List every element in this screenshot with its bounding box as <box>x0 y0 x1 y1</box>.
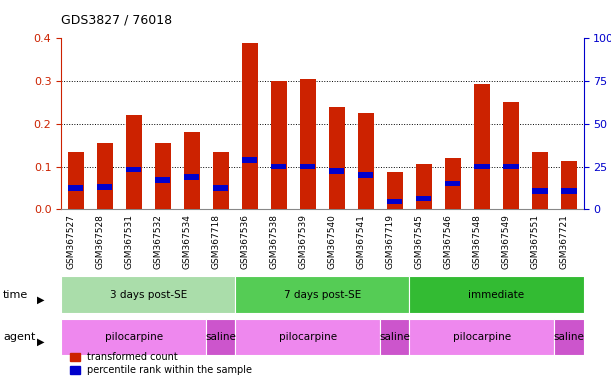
Bar <box>184 174 199 180</box>
Text: pilocarpine: pilocarpine <box>453 332 511 342</box>
Bar <box>532 188 547 194</box>
Text: GSM367546: GSM367546 <box>444 214 453 269</box>
Bar <box>213 185 229 191</box>
Text: GSM367528: GSM367528 <box>96 214 104 269</box>
Bar <box>358 172 373 178</box>
Bar <box>155 143 170 209</box>
Text: GSM367718: GSM367718 <box>212 214 221 269</box>
Bar <box>97 184 112 190</box>
Text: GSM367538: GSM367538 <box>270 214 279 269</box>
Text: GSM367540: GSM367540 <box>328 214 337 269</box>
Legend: transformed count, percentile rank within the sample: transformed count, percentile rank withi… <box>66 348 256 379</box>
Bar <box>532 152 548 209</box>
Bar <box>409 319 555 355</box>
Bar <box>358 113 374 209</box>
Text: 3 days post-SE: 3 days post-SE <box>109 290 187 300</box>
Bar <box>416 196 431 201</box>
Text: GDS3827 / 76018: GDS3827 / 76018 <box>61 14 172 27</box>
Bar <box>445 181 461 186</box>
Text: GSM367719: GSM367719 <box>386 214 395 269</box>
Bar <box>126 167 141 172</box>
Bar <box>380 319 409 355</box>
Bar <box>242 157 257 163</box>
Text: pilocarpine: pilocarpine <box>279 332 337 342</box>
Bar <box>97 143 112 209</box>
Bar <box>409 276 584 313</box>
Text: saline: saline <box>205 332 236 342</box>
Text: saline: saline <box>379 332 411 342</box>
Text: GSM367549: GSM367549 <box>502 214 511 269</box>
Bar <box>206 319 235 355</box>
Text: pilocarpine: pilocarpine <box>104 332 163 342</box>
Bar <box>184 132 200 209</box>
Bar <box>503 103 519 209</box>
Bar <box>503 164 519 169</box>
Bar <box>474 164 489 169</box>
Text: GSM367532: GSM367532 <box>154 214 163 269</box>
Bar <box>387 199 403 204</box>
Text: ▶: ▶ <box>37 336 44 347</box>
Text: GSM367531: GSM367531 <box>125 214 134 269</box>
Text: time: time <box>3 290 28 300</box>
Bar <box>555 319 584 355</box>
Bar <box>126 115 142 209</box>
Bar <box>235 319 380 355</box>
Text: agent: agent <box>3 332 35 342</box>
Text: GSM367551: GSM367551 <box>531 214 540 269</box>
Text: GSM367536: GSM367536 <box>241 214 250 269</box>
Text: GSM367548: GSM367548 <box>473 214 482 269</box>
Bar <box>271 164 287 169</box>
Bar <box>271 81 287 209</box>
Bar <box>155 177 170 183</box>
Bar <box>68 185 83 191</box>
Text: GSM367541: GSM367541 <box>357 214 366 269</box>
Text: GSM367534: GSM367534 <box>183 214 192 269</box>
Text: saline: saline <box>554 332 585 342</box>
Text: GSM367721: GSM367721 <box>560 214 569 269</box>
Text: GSM367539: GSM367539 <box>299 214 308 269</box>
Bar <box>445 158 461 209</box>
Text: GSM367545: GSM367545 <box>415 214 424 269</box>
Bar <box>242 43 258 209</box>
Bar <box>416 164 432 209</box>
Bar <box>300 79 316 209</box>
Bar <box>387 172 403 209</box>
Text: immediate: immediate <box>469 290 524 300</box>
Bar <box>329 168 345 174</box>
Bar <box>61 276 235 313</box>
Bar <box>561 161 577 209</box>
Bar <box>474 84 490 209</box>
Bar <box>300 164 315 169</box>
Bar <box>562 188 577 194</box>
Bar <box>329 107 345 209</box>
Bar <box>235 276 409 313</box>
Text: ▶: ▶ <box>37 294 44 305</box>
Bar <box>213 152 229 209</box>
Bar <box>68 152 84 209</box>
Text: 7 days post-SE: 7 days post-SE <box>284 290 361 300</box>
Bar <box>61 319 206 355</box>
Text: GSM367527: GSM367527 <box>67 214 76 269</box>
